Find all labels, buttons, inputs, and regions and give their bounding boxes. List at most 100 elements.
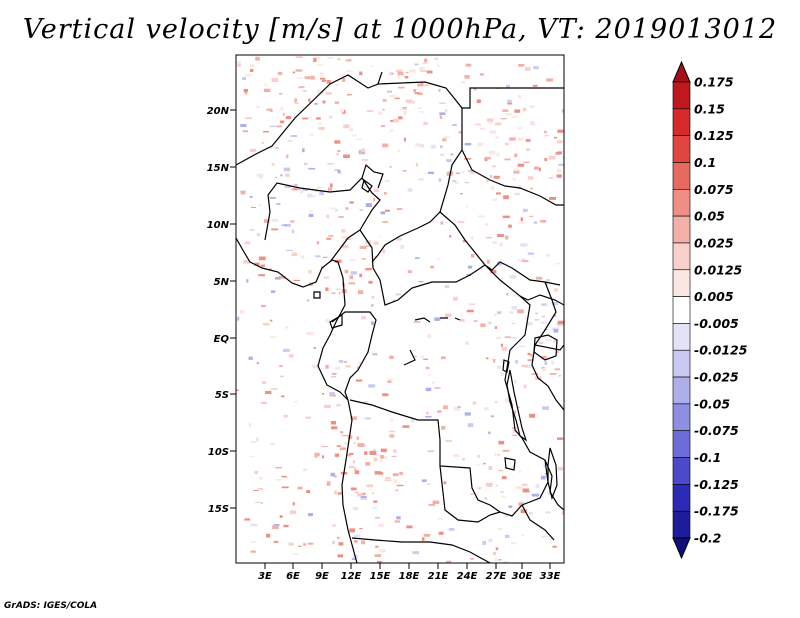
velocity-speckle [361, 498, 367, 500]
velocity-speckle [440, 221, 444, 225]
lakes [313, 178, 558, 500]
velocity-speckle [521, 364, 528, 368]
velocity-speckle [337, 169, 341, 174]
velocity-speckle [271, 228, 279, 231]
velocity-speckle [426, 70, 433, 74]
velocity-speckle [249, 195, 253, 198]
velocity-speckle [286, 154, 289, 159]
velocity-speckle [394, 520, 401, 523]
velocity-speckle [382, 393, 389, 397]
velocity-speckle [360, 496, 367, 500]
velocity-speckle [500, 491, 504, 493]
velocity-speckle [530, 187, 533, 190]
velocity-speckle [527, 352, 531, 356]
velocity-speckle [499, 372, 504, 377]
velocity-speckle [551, 360, 554, 365]
velocity-speckle [504, 336, 512, 338]
velocity-speckle [380, 448, 387, 453]
xtick-label: 15E [370, 571, 391, 582]
lake-kivu [502, 359, 510, 373]
velocity-speckle [425, 387, 432, 392]
velocity-speckle [402, 170, 407, 172]
velocity-speckle [520, 509, 527, 513]
velocity-speckle [464, 412, 471, 416]
velocity-speckle [452, 180, 456, 183]
velocity-speckle [273, 540, 279, 543]
velocity-speckle [425, 415, 432, 418]
velocity-speckle [283, 167, 291, 172]
velocity-speckle [457, 406, 461, 408]
velocity-speckle [353, 534, 361, 538]
velocity-speckle [464, 142, 472, 146]
velocity-speckle [294, 98, 297, 103]
velocity-speckle [485, 357, 489, 360]
velocity-speckle [371, 492, 375, 494]
velocity-speckle [509, 137, 516, 141]
colorbar-label: -0.005 [694, 316, 739, 331]
velocity-speckle [396, 208, 403, 210]
velocity-speckle [329, 392, 335, 395]
velocity-speckle [291, 252, 298, 257]
velocity-speckle [397, 75, 401, 79]
velocity-speckle [480, 323, 486, 328]
velocity-speckle [494, 401, 498, 403]
velocity-speckle [439, 102, 446, 104]
velocity-speckle [518, 345, 526, 347]
congo-river-segment [403, 317, 461, 366]
velocity-speckle [326, 214, 329, 218]
velocity-speckle [341, 229, 346, 233]
velocity-speckle [460, 193, 463, 195]
velocity-speckle [334, 490, 337, 495]
velocity-speckle [305, 416, 312, 419]
velocity-speckle [533, 166, 539, 170]
velocity-speckle [472, 401, 477, 405]
velocity-speckle [265, 391, 272, 395]
velocity-speckle [467, 423, 474, 428]
velocity-speckle [350, 271, 357, 275]
velocity-speckle [319, 72, 324, 76]
velocity-speckle [538, 341, 544, 344]
velocity-speckle [543, 463, 547, 468]
velocity-speckle [421, 479, 427, 482]
colorbar-label: 0.075 [694, 182, 734, 197]
velocity-speckle [475, 464, 480, 466]
velocity-speckle [487, 119, 493, 124]
velocity-speckle [544, 135, 549, 137]
velocity-speckle [292, 229, 295, 234]
velocity-speckle [405, 72, 409, 74]
velocity-speckle [374, 471, 381, 475]
velocity-speckle [398, 86, 405, 89]
velocity-speckle [497, 528, 503, 530]
velocity-speckle [357, 443, 365, 447]
velocity-speckle [293, 400, 298, 403]
velocity-speckle [466, 309, 474, 313]
velocity-speckle [517, 309, 524, 314]
lake-chad [361, 178, 373, 193]
border-chad-sudan [371, 81, 463, 263]
velocity-speckle [313, 346, 316, 349]
velocity-speckle [541, 367, 545, 369]
velocity-speckle [554, 368, 561, 371]
velocity-speckle [331, 426, 338, 430]
velocity-speckle [369, 451, 377, 455]
velocity-speckle [440, 145, 443, 149]
velocity-speckle [269, 319, 273, 322]
velocity-speckle [314, 453, 318, 458]
velocity-speckle [292, 502, 295, 506]
velocity-speckle [250, 229, 255, 231]
velocity-speckle [407, 188, 413, 192]
colorbar-swatch [672, 323, 691, 351]
velocity-speckle [295, 188, 301, 191]
velocity-speckle [512, 434, 517, 436]
ytick-label: 15S [208, 504, 229, 515]
velocity-speckle [458, 131, 462, 134]
velocity-speckle [272, 525, 279, 530]
velocity-speckle [535, 276, 543, 280]
velocity-speckle [322, 393, 325, 395]
velocity-speckle [483, 462, 486, 465]
xtick-label: 3E [258, 571, 272, 582]
velocity-speckle [558, 163, 564, 166]
velocity-speckle [387, 90, 392, 93]
velocity-speckle [325, 287, 329, 291]
velocity-speckle [290, 135, 298, 138]
